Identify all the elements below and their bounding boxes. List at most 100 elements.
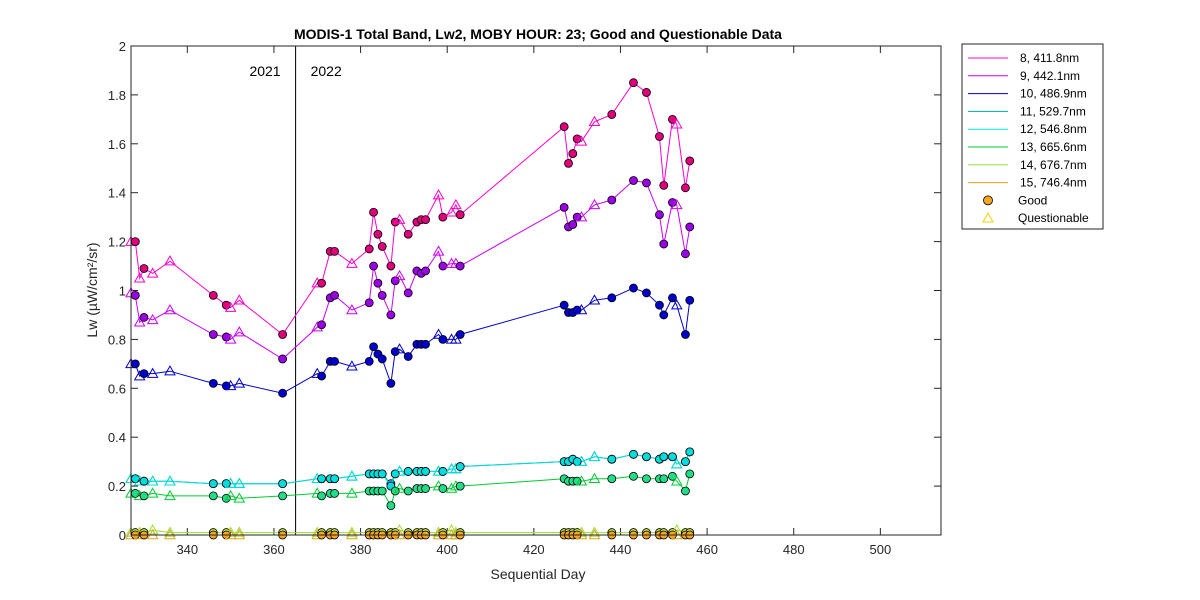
y-tick-label: 2 [119,39,126,54]
questionable-point [146,267,159,278]
questionable-point [133,272,146,283]
good-point [373,229,383,239]
good-point [278,388,288,398]
legend-label: 14, 676.7nm [1020,158,1087,172]
good-point [317,491,326,501]
year-label-right: 2022 [311,63,342,79]
good-point [330,246,339,256]
good-point [317,474,326,484]
questionable-point [393,213,406,224]
good-point [386,501,396,511]
good-point [607,454,617,464]
good-point [330,489,339,498]
good-point [330,474,339,484]
x-tick-label: 420 [523,542,545,557]
year-label-left: 2021 [249,63,280,79]
questionable-point [575,528,588,540]
questionable-point [670,528,683,540]
good-point [564,158,573,168]
good-point [629,471,638,481]
good-point [438,484,448,493]
questionable-point [445,482,458,493]
good-point [364,357,374,366]
good-point [568,149,578,158]
good-point [208,290,218,300]
good-point [681,249,690,259]
questionable-point [670,475,683,486]
questionable-point [146,528,159,540]
good-point [278,491,288,501]
good-point [455,210,465,220]
questionable-point [588,450,601,462]
good-point [421,266,430,276]
good-point [559,300,569,310]
questionable-point [588,472,601,484]
good-point [208,491,218,501]
questionable-point [393,524,406,535]
good-point [607,110,617,119]
good-point [642,452,651,462]
x-tick-label: 480 [783,542,805,557]
questionable-point [432,245,445,256]
y-tick-label: 0.6 [108,381,126,396]
good-point [139,491,149,501]
good-point [568,220,578,229]
questionable-point [575,475,588,486]
axis-ticks: 340 360 380 400 420 440 460 480 500 0 0.2 0.4 0.6 0.8… [108,39,941,557]
questionable-point [432,328,445,339]
good-point [668,452,677,462]
good-point [668,293,677,303]
legend-label: Questionable [1018,211,1089,225]
good-point [438,467,448,476]
legend: 8, 411.8nm 9, 442.1nm 10, 486.9nm 11, 529.7… [961,43,1104,230]
questionable-point [445,206,458,217]
legend-label: 8, 411.8nm [1020,51,1079,65]
legend-label: 13, 665.6nm [1020,140,1087,154]
good-point [377,486,387,496]
legend-label: 15, 746.4nm [1020,176,1087,190]
questionable-point [588,198,601,210]
questionable-point [445,524,458,535]
legend-label: 11, 529.7nm [1020,104,1086,118]
good-point [364,244,374,254]
good-point [330,357,339,366]
questionable-point [146,367,159,378]
series-6 [125,469,695,511]
questionable-point [224,333,237,344]
questionable-point [346,257,358,268]
questionable-point [575,211,588,222]
questionable-point [164,475,176,486]
good-point [455,462,465,471]
good-point [655,300,664,310]
questionable-point [224,528,237,540]
questionable-point [233,492,246,503]
legend-label: 9, 442.1nm [1020,69,1080,83]
questionable-point [233,377,246,388]
good-point [369,261,378,271]
good-point [130,237,140,247]
questionable-point [224,379,237,391]
y-tick-label: 1 [119,284,126,299]
questionable-point [164,528,176,540]
good-point [403,288,413,298]
good-point [377,290,387,300]
legend-questionable-marker [982,212,994,223]
y-tick-label: 1.4 [108,186,126,201]
questionable-point [146,313,159,325]
good-point [364,298,374,308]
questionable-point [164,489,176,501]
questionable-point [146,524,159,535]
good-point [685,469,695,479]
y-axis-label: Lw (µW/cm²/sr) [84,242,100,337]
good-point [377,354,387,364]
good-point [403,229,413,239]
questionable-point [233,526,246,537]
good-point [607,195,617,205]
questionable-point [588,115,601,127]
good-point [317,320,326,330]
good-point [655,132,664,141]
good-point [208,479,218,489]
questionable-point [346,528,358,540]
good-point [659,452,669,462]
questionable-point [588,526,601,537]
